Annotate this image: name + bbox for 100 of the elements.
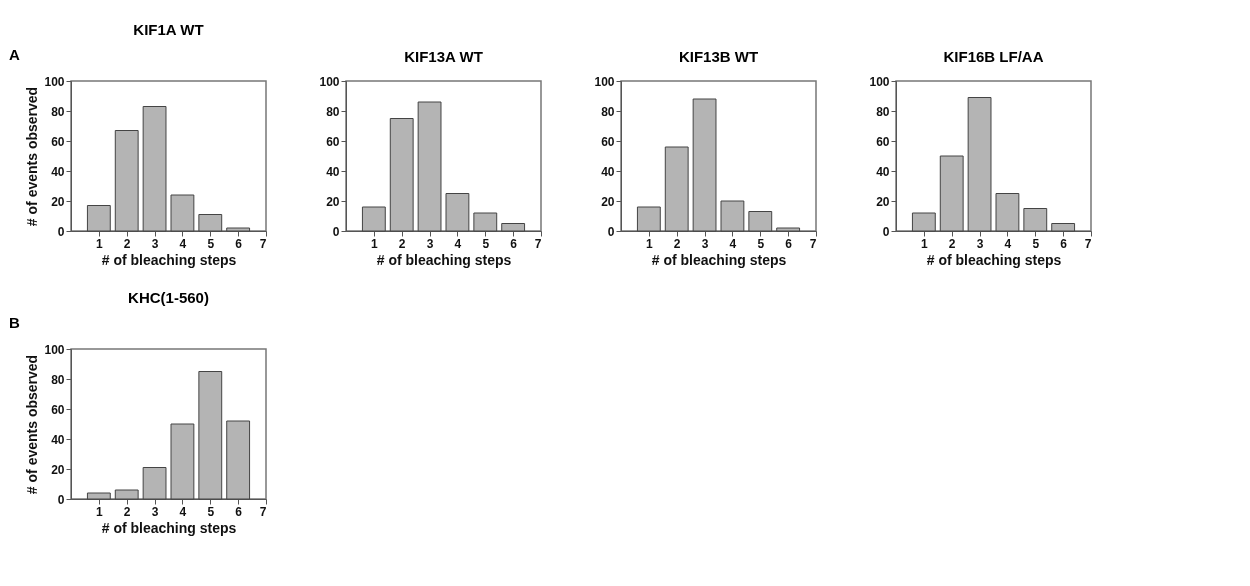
x-tick-label: 5 xyxy=(207,504,215,519)
x-tick-label: 4 xyxy=(179,504,187,519)
y-tick-label: 0 xyxy=(882,224,890,239)
x-tick-label: 2 xyxy=(123,504,131,519)
bar xyxy=(142,467,167,500)
x-tick-label: 4 xyxy=(1004,236,1012,251)
x-tick-label: 2 xyxy=(948,236,956,251)
bar xyxy=(114,489,139,500)
bar xyxy=(198,214,223,232)
x-tick-label: 3 xyxy=(151,236,159,251)
y-tick-label: 40 xyxy=(326,164,340,179)
bar xyxy=(114,130,139,232)
bar xyxy=(389,118,414,232)
bar xyxy=(720,200,745,232)
bar xyxy=(86,492,111,500)
y-tick-label: 0 xyxy=(57,224,65,239)
chart-title: KIF13B WT xyxy=(678,48,759,65)
bar xyxy=(748,211,773,232)
y-tick-label: 100 xyxy=(319,74,340,89)
y-axis-title: # of events observed xyxy=(24,354,41,495)
x-tick-label: 1 xyxy=(371,236,379,251)
x-tick-label: 3 xyxy=(976,236,984,251)
y-tick-label: 40 xyxy=(51,164,65,179)
x-tick-label: 4 xyxy=(179,236,187,251)
x-tick-label: 5 xyxy=(482,236,490,251)
x-tick-label: 6 xyxy=(235,236,243,251)
bar xyxy=(417,101,442,232)
bar xyxy=(939,155,964,232)
y-tick-label: 60 xyxy=(51,134,65,149)
y-tick-label: 20 xyxy=(51,462,65,477)
chart-title: KIF13A WT xyxy=(404,48,483,65)
y-tick-label: 100 xyxy=(869,74,890,89)
x-tick-label: 4 xyxy=(729,236,737,251)
x-tick-label: 2 xyxy=(123,236,131,251)
x-tick-label: 5 xyxy=(757,236,765,251)
x-axis-title: # of bleaching steps xyxy=(651,251,787,268)
chart-title: KIF16B LF/AA xyxy=(943,48,1044,65)
y-tick-label: 60 xyxy=(326,134,340,149)
bar xyxy=(170,194,195,232)
x-tick-label: 7 xyxy=(534,236,542,251)
bar xyxy=(1051,223,1076,232)
y-tick-label: 80 xyxy=(601,104,615,119)
bar xyxy=(142,106,167,232)
bar xyxy=(911,212,936,232)
bar xyxy=(501,223,526,232)
y-tick-label: 100 xyxy=(594,74,615,89)
y-tick-label: 80 xyxy=(51,104,65,119)
y-tick-label: 40 xyxy=(876,164,890,179)
bar xyxy=(361,206,386,232)
y-tick-label: 0 xyxy=(332,224,340,239)
x-tick-label: 1 xyxy=(96,504,104,519)
y-tick-label: 80 xyxy=(876,104,890,119)
bar xyxy=(776,227,801,232)
bar xyxy=(967,97,992,232)
x-tick-label: 7 xyxy=(1084,236,1092,251)
x-tick-label: 6 xyxy=(1060,236,1068,251)
x-tick-label: 3 xyxy=(701,236,709,251)
chart-title: KIF1A WT xyxy=(133,21,204,38)
x-axis-title: # of bleaching steps xyxy=(101,519,237,536)
x-tick-label: 6 xyxy=(785,236,793,251)
y-tick-label: 100 xyxy=(44,342,65,357)
bar xyxy=(1023,208,1048,232)
x-tick-label: 5 xyxy=(1032,236,1040,251)
bar xyxy=(226,227,251,232)
bar xyxy=(473,212,498,232)
y-tick-label: 100 xyxy=(44,74,65,89)
x-tick-label: 1 xyxy=(96,236,104,251)
bar xyxy=(170,423,195,500)
y-axis-title: # of events observed xyxy=(24,86,41,227)
y-tick-label: 40 xyxy=(601,164,615,179)
y-tick-label: 80 xyxy=(326,104,340,119)
text: A xyxy=(9,46,20,63)
bar xyxy=(995,193,1020,232)
bar xyxy=(198,371,223,500)
x-tick-label: 2 xyxy=(673,236,681,251)
y-tick-label: 0 xyxy=(57,492,65,507)
x-tick-label: 5 xyxy=(207,236,215,251)
x-tick-label: 4 xyxy=(454,236,462,251)
y-tick-label: 20 xyxy=(876,194,890,209)
chart-title: KHC(1-560) xyxy=(128,289,209,306)
x-tick-label: 7 xyxy=(259,504,267,519)
x-tick-label: 6 xyxy=(510,236,518,251)
x-tick-label: 1 xyxy=(646,236,654,251)
bar xyxy=(692,98,717,232)
x-tick-label: 3 xyxy=(151,504,159,519)
y-tick-label: 60 xyxy=(601,134,615,149)
x-tick-label: 1 xyxy=(921,236,929,251)
x-axis-title: # of bleaching steps xyxy=(101,251,237,268)
bar xyxy=(636,206,661,232)
y-tick-label: 0 xyxy=(607,224,615,239)
y-tick-label: 40 xyxy=(51,432,65,447)
x-axis-title: # of bleaching steps xyxy=(926,251,1062,268)
x-tick-label: 3 xyxy=(426,236,434,251)
y-tick-label: 20 xyxy=(326,194,340,209)
text: B xyxy=(9,314,20,331)
x-tick-label: 2 xyxy=(398,236,406,251)
y-tick-label: 60 xyxy=(876,134,890,149)
bar xyxy=(445,193,470,232)
y-tick-label: 60 xyxy=(51,402,65,417)
x-tick-label: 7 xyxy=(259,236,267,251)
